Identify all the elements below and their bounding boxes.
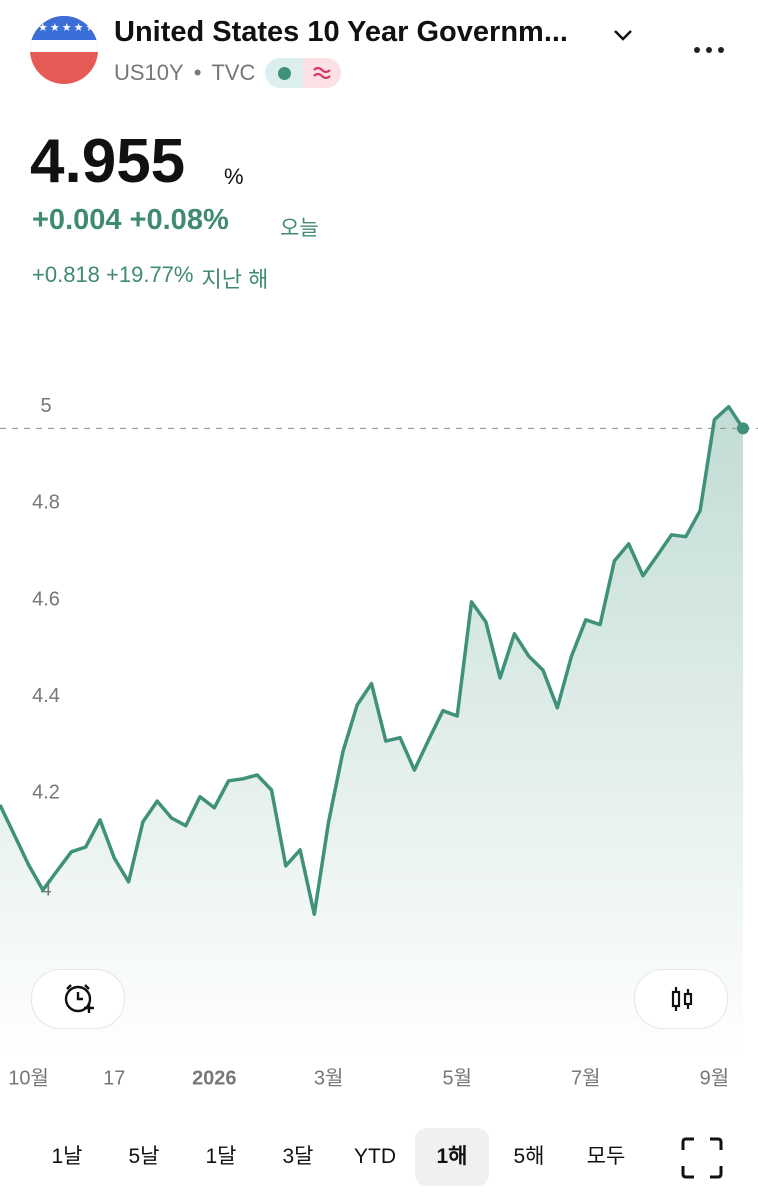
range-tab[interactable]: 1달 (205, 1145, 237, 1168)
fullscreen-button[interactable] (680, 1136, 724, 1180)
range-tab[interactable]: YTD (354, 1145, 396, 1168)
range-tab[interactable]: 모두 (586, 1145, 626, 1168)
x-tick-label: 2026 (192, 1067, 237, 1089)
today-label: 오늘 (280, 217, 319, 240)
price: 4.955 (30, 127, 186, 196)
change-year: +0.818 +19.77% (32, 262, 194, 287)
y-tick-bg (30, 680, 62, 713)
x-tick-label: 17 (103, 1067, 125, 1089)
x-tick-label: 5월 (442, 1066, 472, 1089)
y-tick-bg (30, 390, 62, 423)
chart-type-button[interactable] (634, 969, 728, 1029)
flag-icon: ★★★★★ (30, 16, 98, 84)
separator: • (193, 60, 202, 85)
last-price-dot (737, 422, 749, 435)
price-unit: % (224, 164, 244, 189)
x-tick-label: 9월 (700, 1066, 730, 1089)
x-tick-label: 10월 (8, 1066, 49, 1089)
y-tick-bg (30, 584, 62, 616)
more-menu[interactable] (692, 40, 726, 60)
change-year-row: +0.818 +19.77% 지난 해 (32, 262, 268, 294)
status-badges (265, 58, 342, 88)
y-tick-label: 4.6 (32, 588, 60, 610)
y-tick-bg (30, 487, 62, 520)
y-tick-label: 5 (40, 395, 51, 417)
exchange: TVC (211, 60, 256, 85)
dropdown-icon[interactable] (612, 26, 634, 44)
price-line (0, 404, 745, 916)
change-today: +0.004 +0.08% (32, 204, 229, 236)
x-tick-label: 7월 (571, 1066, 601, 1089)
y-tick-label: 4.8 (32, 492, 60, 514)
year-label: 지난 해 (201, 267, 269, 292)
alert-button[interactable] (31, 969, 125, 1029)
range-tab[interactable]: 3달 (282, 1145, 314, 1168)
instrument-title[interactable]: United States 10 Year Governm... (114, 16, 568, 48)
x-tick-label: 3월 (314, 1066, 344, 1089)
range-tab[interactable]: 5날 (128, 1145, 160, 1168)
range-tab[interactable]: 1해 (415, 1128, 489, 1186)
range-tab[interactable]: 1날 (51, 1145, 83, 1168)
range-tab[interactable]: 5해 (513, 1145, 545, 1168)
area-fill (0, 406, 743, 1060)
y-tick-label: 4.4 (32, 685, 60, 707)
symbol: US10Y (114, 60, 184, 85)
symbol-row: US10Y • TVC (114, 58, 342, 88)
y-tick-bg (30, 777, 62, 810)
y-tick-label: 4.2 (32, 782, 60, 804)
